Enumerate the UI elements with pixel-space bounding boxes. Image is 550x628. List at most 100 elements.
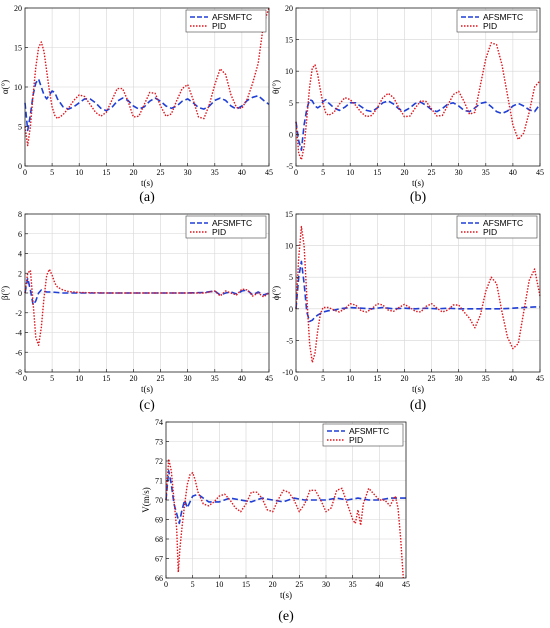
y-tick-label: 5: [18, 123, 22, 132]
legend-entry: AFSMFTC: [212, 12, 252, 22]
y-tick-label: 10: [285, 242, 293, 251]
series-line-pid: [24, 268, 270, 346]
y-tick-label: 5: [289, 99, 293, 108]
x-tick-label: 5: [191, 580, 195, 589]
x-axis-label: t(s): [141, 178, 153, 188]
series-line-afsmftc: [24, 78, 270, 132]
y-tick-label: -5: [286, 162, 293, 171]
y-tick-label: 10: [14, 83, 22, 92]
axes-frame: [295, 7, 541, 167]
series-line-pid: [295, 225, 541, 364]
y-tick-label: -8: [15, 368, 22, 377]
x-tick-label: 15: [102, 374, 110, 383]
x-tick-label: 25: [157, 168, 165, 177]
x-tick-label: 30: [184, 374, 192, 383]
plot-area: [296, 214, 540, 372]
x-tick-label: 0: [23, 168, 27, 177]
y-tick-label: 15: [14, 44, 22, 53]
legend-entry: PID: [212, 21, 226, 31]
plot-area: [296, 8, 540, 166]
panel-caption: (b): [410, 190, 427, 205]
x-tick-label: 10: [215, 580, 223, 589]
x-tick-label: 30: [184, 168, 192, 177]
chart-a: 0 5 10 15 20 25 30 35 40 45 0 5 10 15 20 t(s) α(°) AFSMFT…: [0, 4, 273, 205]
y-tick-label: 8: [18, 210, 22, 219]
panel-caption: (d): [410, 398, 427, 413]
y-tick-label: -6: [15, 348, 22, 357]
x-tick-label: 45: [265, 168, 273, 177]
y-axis-label: ϕ(°): [271, 286, 281, 300]
x-tick-label: 30: [455, 374, 463, 383]
x-tick-label: 25: [428, 168, 436, 177]
y-tick-label: -10: [282, 368, 293, 377]
x-tick-label: 10: [346, 374, 354, 383]
legend-entry: PID: [349, 435, 363, 445]
x-tick-label: 10: [75, 168, 83, 177]
x-tick-label: 0: [23, 374, 27, 383]
x-tick-label: 20: [129, 374, 137, 383]
x-tick-label: 45: [402, 580, 410, 589]
y-tick-label: 74: [155, 418, 163, 427]
y-tick-label: 15: [285, 210, 293, 219]
x-tick-label: 30: [455, 168, 463, 177]
x-tick-label: 20: [269, 580, 277, 589]
y-tick-label: 4: [18, 250, 22, 259]
x-tick-label: 5: [321, 374, 325, 383]
panel-caption: (e): [278, 609, 294, 624]
x-tick-label: 5: [50, 374, 54, 383]
legend-entry: AFSMFTC: [483, 218, 523, 228]
y-tick-label: 5: [289, 273, 293, 282]
x-tick-label: 10: [75, 374, 83, 383]
y-axis-label: θ(°): [271, 80, 281, 94]
x-tick-label: 20: [400, 374, 408, 383]
x-tick-label: 35: [211, 168, 219, 177]
legend-entry: AFSMFTC: [212, 218, 252, 228]
x-tick-label: 35: [211, 374, 219, 383]
x-tick-label: 0: [294, 374, 298, 383]
y-tick-label: -5: [286, 336, 293, 345]
chart-e: 0 5 10 15 20 25 30 35 40 45 66 67 68 69 70 71 72 73 74 t(s)…: [141, 418, 410, 624]
y-axis-label: V(m/s): [141, 487, 151, 513]
axes-frame: [295, 213, 541, 373]
y-tick-label: 20: [285, 4, 293, 13]
y-tick-label: 6: [18, 230, 22, 239]
x-tick-label: 5: [50, 168, 54, 177]
y-axis-label: β(°): [0, 286, 10, 300]
x-tick-label: 25: [295, 580, 303, 589]
x-tick-label: 40: [375, 580, 383, 589]
series-line-afsmftc: [295, 98, 541, 151]
panel-caption: (a): [139, 190, 155, 205]
y-tick-label: 10: [285, 67, 293, 76]
chart-c: 0 5 10 15 20 25 30 35 40 45 -8 -6 -4 -2 0 2 4 6 8 t(s) β(°) A…: [0, 210, 273, 413]
y-tick-label: 0: [289, 305, 293, 314]
y-tick-label: 0: [289, 130, 293, 139]
x-tick-label: 45: [536, 374, 544, 383]
x-tick-label: 45: [265, 374, 273, 383]
legend-entry: AFSMFTC: [483, 12, 523, 22]
y-tick-label: 71: [155, 477, 163, 486]
y-tick-label: 72: [155, 457, 163, 466]
y-tick-label: 73: [155, 438, 163, 447]
series-line-afsmftc: [24, 277, 270, 306]
y-tick-label: 0: [18, 162, 22, 171]
x-tick-label: 40: [238, 374, 246, 383]
y-tick-label: 2: [18, 269, 22, 278]
x-tick-label: 15: [373, 374, 381, 383]
x-tick-label: 0: [164, 580, 168, 589]
y-tick-label: -4: [15, 329, 22, 338]
x-tick-label: 5: [321, 168, 325, 177]
series-line-afsmftc: [295, 260, 540, 323]
y-tick-label: 20: [14, 4, 22, 13]
series-line-pid: [165, 458, 404, 579]
x-tick-label: 10: [346, 168, 354, 177]
x-tick-label: 35: [482, 168, 490, 177]
y-tick-label: 0: [18, 289, 22, 298]
chart-d: 0 5 10 15 20 25 30 35 40 45 -10 -5 0 5 10 15 t(s) ϕ(°) AFS…: [271, 210, 544, 413]
x-axis-label: t(s): [412, 384, 424, 394]
series-line-pid: [295, 42, 541, 161]
x-tick-label: 40: [509, 168, 517, 177]
